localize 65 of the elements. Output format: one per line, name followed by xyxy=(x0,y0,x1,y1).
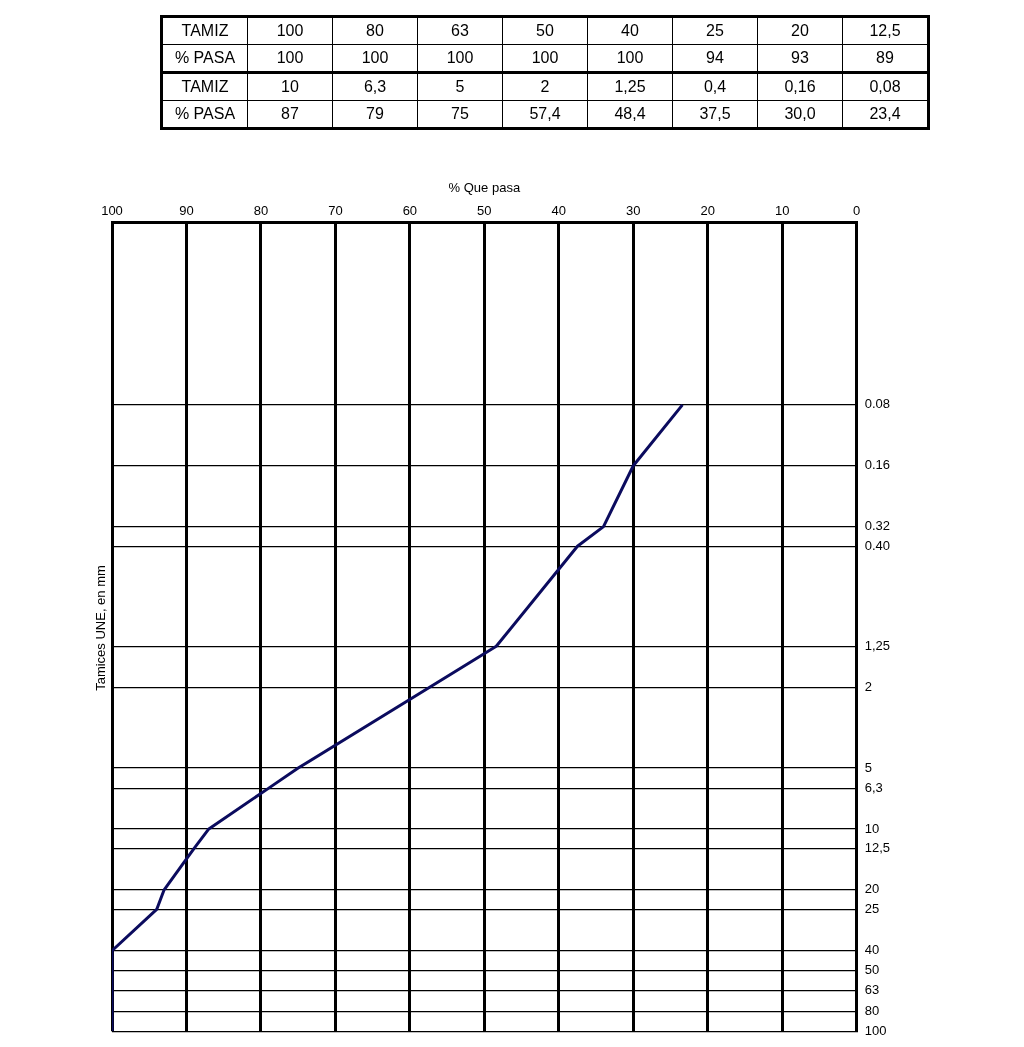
text: 48,4 xyxy=(587,100,673,129)
text: 2 xyxy=(502,72,588,101)
text: 100 xyxy=(502,44,588,73)
y-axis-title: Tamices UNE, en mm xyxy=(92,565,108,691)
y-tick-label: 1,25 xyxy=(864,637,891,653)
text: 30,0 xyxy=(757,100,843,129)
y-tick-label: 6,3 xyxy=(864,779,883,795)
text: TAMIZ xyxy=(161,16,248,45)
text: 63 xyxy=(417,16,503,45)
y-tick-label: 63 xyxy=(864,982,880,998)
y-tick-label: 2 xyxy=(864,679,872,695)
text: 20 xyxy=(757,16,843,45)
x-tick-label: 50 xyxy=(477,202,492,218)
y-tick-label: 0.16 xyxy=(864,457,891,473)
text: 100 xyxy=(247,16,333,45)
text: 0,16 xyxy=(757,72,843,101)
text: 10 xyxy=(247,72,333,101)
x-tick-label: 70 xyxy=(328,202,343,218)
x-tick-label: 40 xyxy=(551,202,567,218)
y-tick-label: 10 xyxy=(864,820,880,836)
x-axis-title: % Que pasa xyxy=(448,180,521,196)
text: 37,5 xyxy=(672,100,758,129)
x-tick-label: 30 xyxy=(626,202,641,218)
text: 94 xyxy=(672,44,758,73)
text: 79 xyxy=(332,100,418,129)
x-tick-label: 20 xyxy=(700,202,715,218)
text: 23,4 xyxy=(842,100,929,129)
x-tick-label: 80 xyxy=(253,202,269,218)
y-tick-label: 50 xyxy=(864,961,880,977)
text: 100 xyxy=(587,44,673,73)
text: 50 xyxy=(502,16,588,45)
text: 100 xyxy=(417,44,503,73)
y-tick-label: 0.40 xyxy=(864,537,891,553)
text: 93 xyxy=(757,44,843,73)
text: 80 xyxy=(332,16,418,45)
text: 1,25 xyxy=(587,72,673,101)
x-tick-label: 60 xyxy=(402,202,418,218)
text: 40 xyxy=(587,16,673,45)
text: 6,3 xyxy=(332,72,418,101)
text: 0,08 xyxy=(842,72,929,101)
y-tick-label: 0.32 xyxy=(864,518,891,534)
y-tick-label: 20 xyxy=(864,881,880,897)
y-tick-label: 100 xyxy=(864,1022,887,1038)
text: 100 xyxy=(332,44,418,73)
y-tick-label: 40 xyxy=(864,942,880,958)
text: 100 xyxy=(247,44,333,73)
text: 75 xyxy=(417,100,503,129)
text: TAMIZ xyxy=(161,72,248,101)
x-tick-label: 0 xyxy=(853,202,861,218)
text: 5 xyxy=(417,72,503,101)
y-tick-label: 5 xyxy=(864,759,872,775)
y-tick-label: 12,5 xyxy=(864,840,891,856)
text: 87 xyxy=(247,100,333,129)
x-tick-label: 90 xyxy=(179,202,194,218)
text: 0,4 xyxy=(672,72,758,101)
text: % PASA xyxy=(161,100,248,129)
x-tick-label: 100 xyxy=(101,202,123,218)
x-tick-label: 10 xyxy=(774,202,790,218)
y-tick-label: 80 xyxy=(864,1003,880,1019)
y-tick-label: 0.08 xyxy=(864,396,891,412)
text: 57,4 xyxy=(502,100,588,129)
text: 89 xyxy=(842,44,929,73)
y-tick-label: 25 xyxy=(864,901,880,917)
text: % PASA xyxy=(161,44,248,73)
text: 25 xyxy=(672,16,758,45)
